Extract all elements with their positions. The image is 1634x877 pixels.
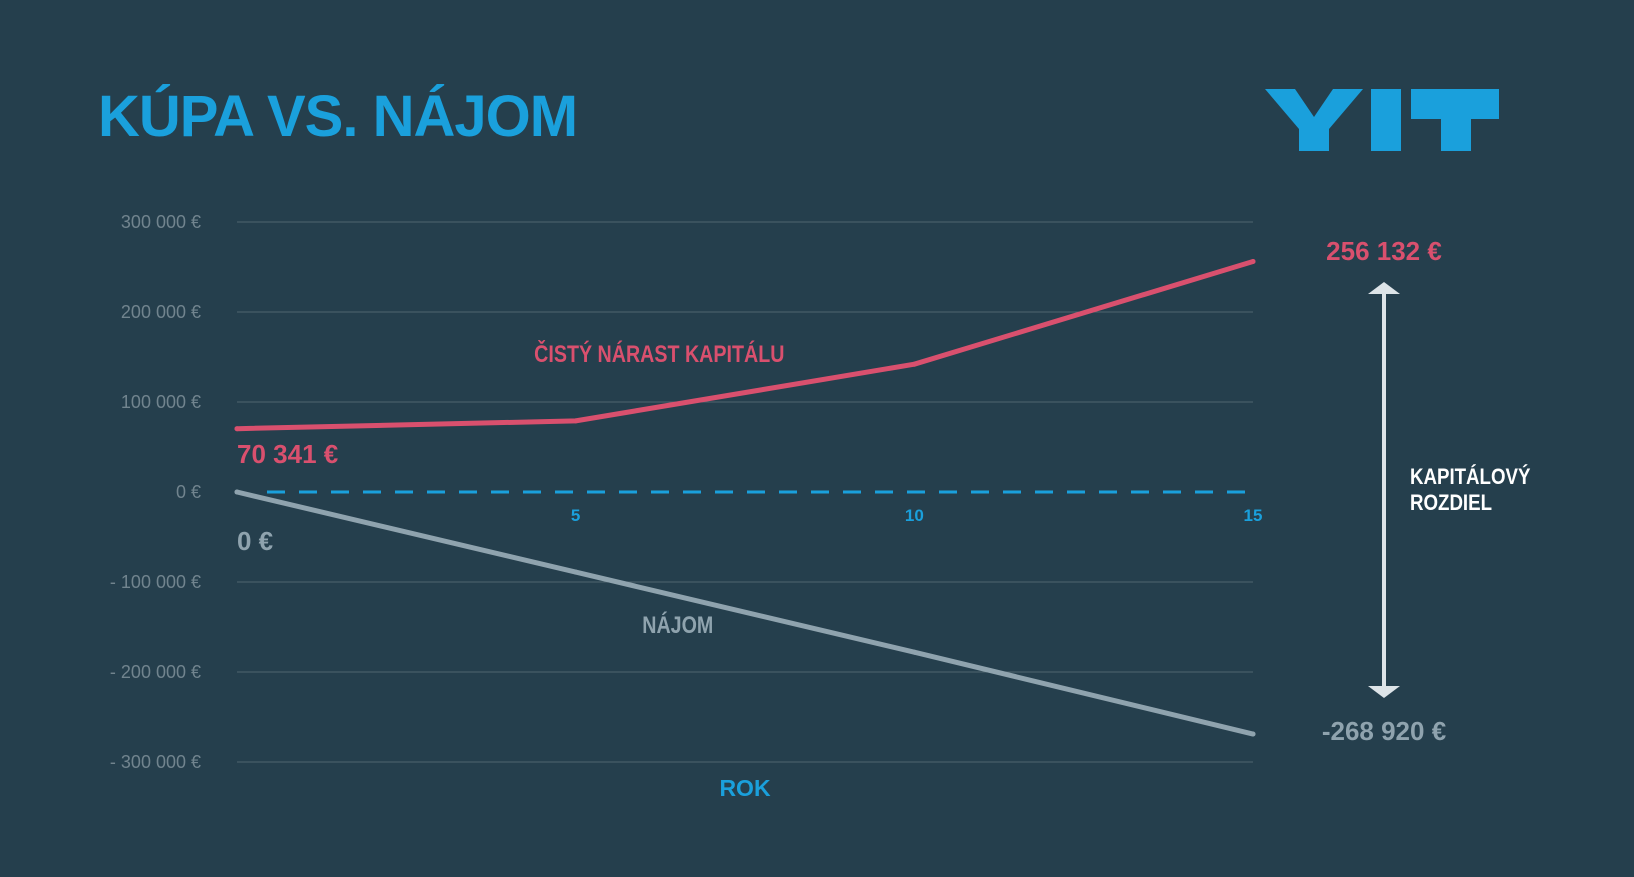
difference-arrow-head-down xyxy=(1368,686,1400,698)
series-line-najom xyxy=(234,489,1256,737)
kapital-end-value: 256 132 € xyxy=(1326,236,1442,266)
najom-start-value: 0 € xyxy=(237,526,273,556)
data-point-kapital xyxy=(234,426,240,432)
x-tick-label: 10 xyxy=(905,506,924,525)
y-tick-label: - 300 000 € xyxy=(110,752,201,772)
series-line-kapital xyxy=(234,258,1256,432)
chart-title: KÚPA VS. NÁJOM xyxy=(98,84,578,149)
data-point-najom xyxy=(1250,731,1256,737)
data-point-kapital xyxy=(573,418,579,424)
x-tick-label: 15 xyxy=(1244,506,1263,525)
data-point-kapital xyxy=(1250,258,1256,264)
y-tick-label: 200 000 € xyxy=(121,302,201,322)
series-label-najom: NÁJOM xyxy=(642,611,713,638)
difference-arrow-head-up xyxy=(1368,282,1400,294)
difference-label-line-2: ROZDIEL xyxy=(1410,492,1492,516)
yit-logo xyxy=(1265,89,1499,151)
y-tick-label: 0 € xyxy=(176,482,201,502)
difference-arrow xyxy=(1368,282,1400,698)
data-point-najom xyxy=(573,569,579,575)
logo-letter-i xyxy=(1371,89,1401,151)
series-label-kapital: ČISTÝ NÁRAST KAPITÁLU xyxy=(534,340,784,367)
y-tick-label: 300 000 € xyxy=(121,212,201,232)
data-point-najom xyxy=(911,649,917,655)
difference-label-line-1: KAPITÁLOVÝ xyxy=(1410,464,1531,490)
y-tick-label: - 200 000 € xyxy=(110,662,201,682)
y-tick-label: - 100 000 € xyxy=(110,572,201,592)
logo-letter-y xyxy=(1265,89,1363,151)
najom-end-value: -268 920 € xyxy=(1322,716,1446,746)
data-point-kapital xyxy=(911,361,917,367)
kapital-start-value: 70 341 € xyxy=(237,439,338,469)
y-tick-label: 100 000 € xyxy=(121,392,201,412)
data-point-najom xyxy=(234,489,240,495)
x-tick-label: 5 xyxy=(571,506,580,525)
logo-letter-t xyxy=(1411,89,1499,151)
x-axis-label: ROK xyxy=(719,775,771,801)
